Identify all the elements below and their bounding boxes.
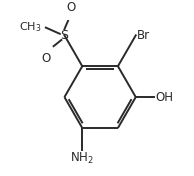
Text: Br: Br (137, 29, 150, 42)
Text: OH: OH (155, 91, 173, 104)
Text: NH$_2$: NH$_2$ (70, 151, 94, 166)
Text: O: O (41, 52, 50, 65)
Text: CH$_3$: CH$_3$ (19, 21, 42, 34)
Text: S: S (61, 29, 68, 42)
Text: O: O (66, 1, 75, 14)
